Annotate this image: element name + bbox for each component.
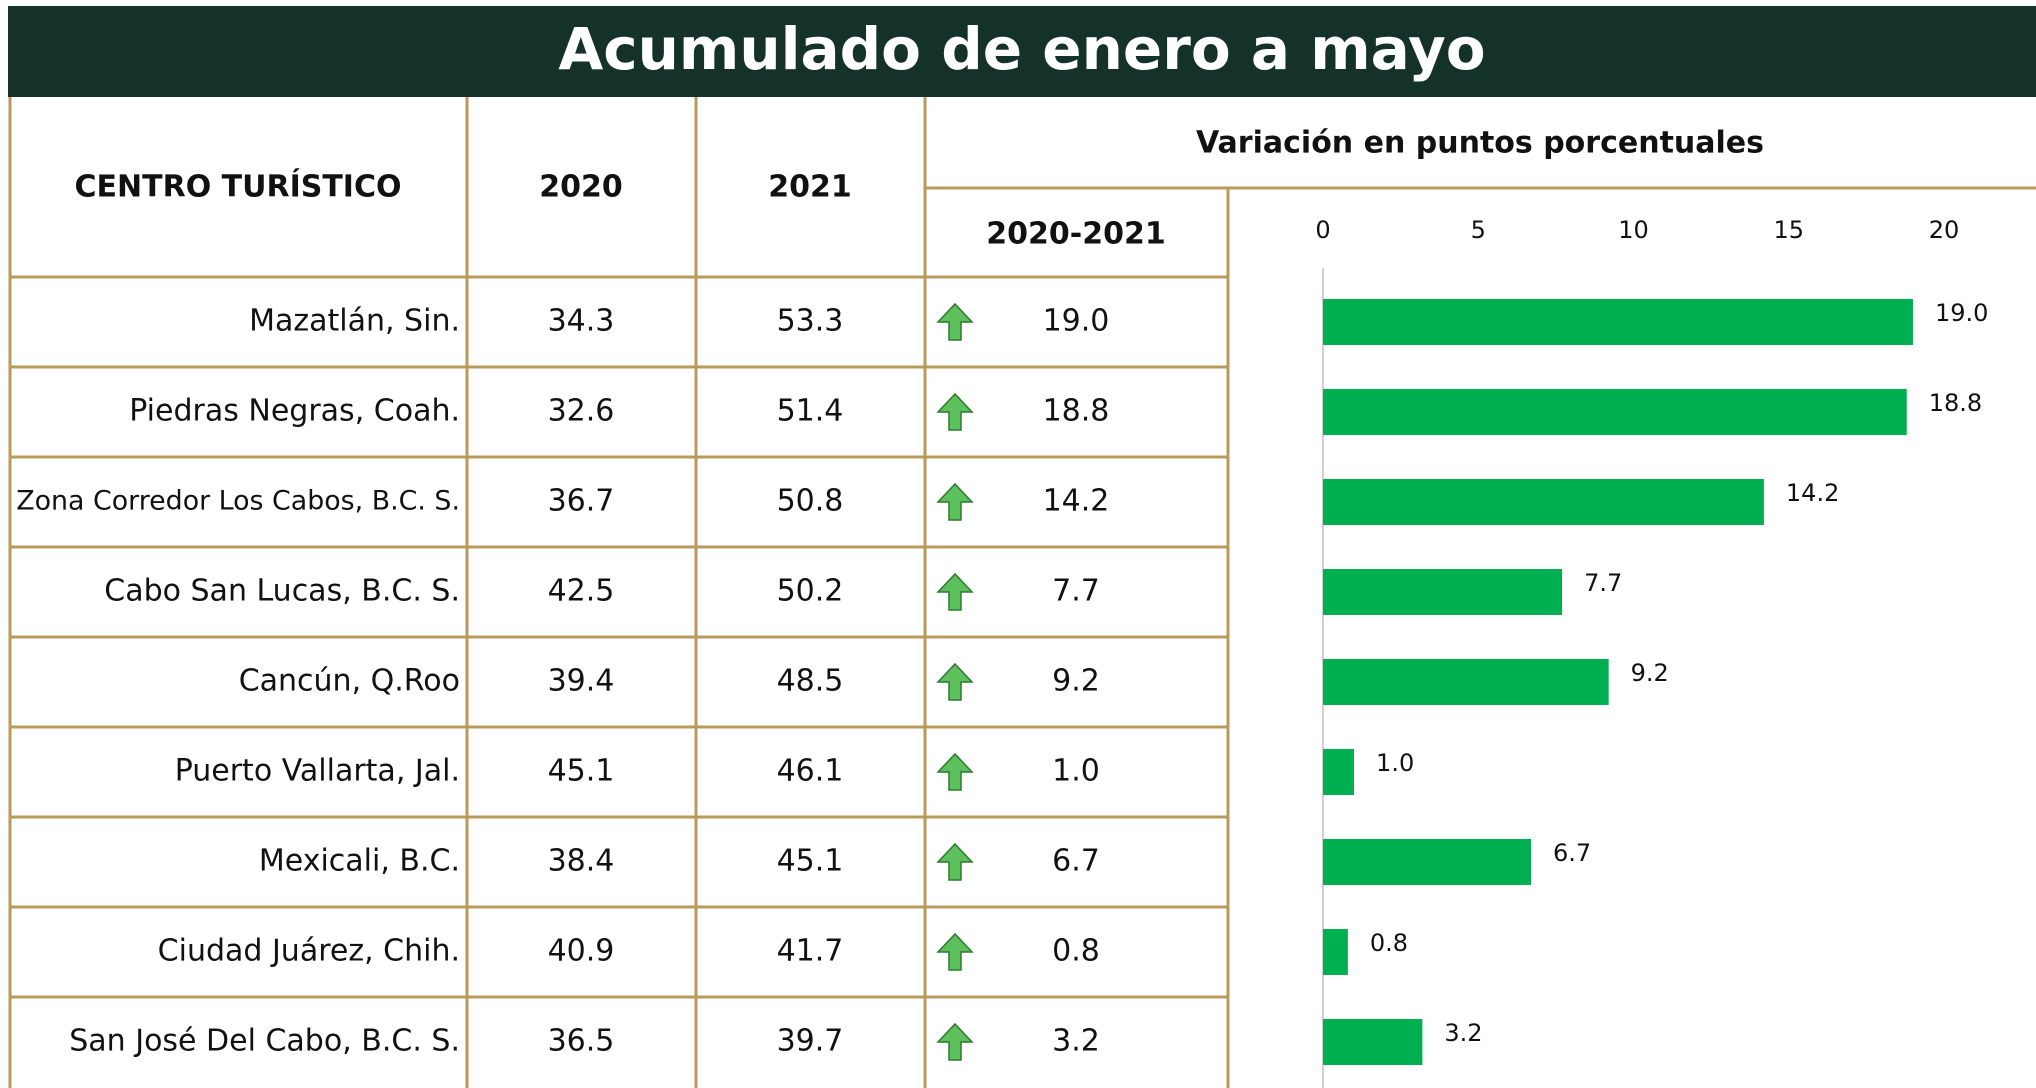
row-name: San José Del Cabo, B.C. S.: [69, 1024, 460, 1059]
cell: 50.8: [777, 484, 844, 519]
row-name: Mazatlán, Sin.: [249, 304, 460, 339]
up-arrow: [936, 392, 974, 431]
cell: 1.0: [1052, 754, 1100, 789]
header: CENTRO TURÍSTICO: [75, 169, 402, 205]
value-label: 0.8: [1370, 929, 1408, 957]
bar: [1323, 929, 1348, 975]
x-tick-label: 10: [1618, 216, 1649, 244]
x-tick-label: 15: [1773, 216, 1804, 244]
cell: 45.1: [777, 844, 844, 879]
cell: 32.6: [548, 394, 615, 429]
up-arrow: [936, 932, 974, 971]
up-arrow: [936, 1022, 974, 1061]
value-label: 7.7: [1584, 569, 1622, 597]
cell: 36.5: [548, 1024, 615, 1059]
cell: 3.2: [1052, 1024, 1100, 1059]
cell: 14.2: [1043, 484, 1110, 519]
value-label: 18.8: [1929, 389, 1982, 417]
bar: [1323, 749, 1355, 795]
cell: 51.4: [777, 394, 844, 429]
header: 2021: [768, 170, 852, 205]
value-label: 3.2: [1444, 1019, 1482, 1047]
up-arrow: [936, 842, 974, 881]
borders: [8, 97, 2036, 1088]
up-arrow: [936, 302, 974, 341]
bar: [1323, 299, 1913, 345]
bar: [1323, 1019, 1423, 1065]
cell: 50.2: [777, 574, 844, 609]
cell: 46.1: [777, 754, 844, 789]
title: Acumulado de enero a mayo: [558, 15, 1485, 83]
bar: [1323, 389, 1907, 435]
cell: 6.7: [1052, 844, 1100, 879]
cell: 18.8: [1043, 394, 1110, 429]
x-tick-label: 20: [1929, 216, 1960, 244]
value-label: 1.0: [1376, 749, 1414, 777]
cell: 34.3: [548, 304, 615, 339]
title-bar: [8, 6, 2036, 97]
up-arrow: [936, 662, 974, 701]
value-label: 19.0: [1935, 299, 1988, 327]
cell: 7.7: [1052, 574, 1100, 609]
cell: 39.7: [777, 1024, 844, 1059]
row-name: Piedras Negras, Coah.: [129, 394, 460, 429]
row-name: Cancún, Q.Roo: [239, 664, 460, 699]
header: 2020-2021: [986, 217, 1165, 252]
cell: 36.7: [548, 484, 615, 519]
cell: 0.8: [1052, 934, 1100, 969]
value-label: 9.2: [1631, 659, 1669, 687]
chart-title: Variación en puntos porcentuales: [1196, 126, 1764, 161]
cell: 39.4: [548, 664, 615, 699]
up-arrow: [936, 752, 974, 791]
cell: 40.9: [548, 934, 615, 969]
bar: [1323, 569, 1563, 615]
value-label: 6.7: [1553, 839, 1591, 867]
row-name: Mexicali, B.C.: [259, 844, 460, 879]
bar: [1323, 479, 1764, 525]
cell: 38.4: [548, 844, 615, 879]
cell: 48.5: [777, 664, 844, 699]
up-arrow: [936, 572, 974, 611]
bar: [1323, 659, 1609, 705]
row-name: Puerto Vallarta, Jal.: [175, 754, 460, 789]
cell: 45.1: [548, 754, 615, 789]
bar: [1323, 839, 1532, 885]
row-name: Ciudad Juárez, Chih.: [158, 934, 460, 969]
x-tick-label: 5: [1471, 216, 1486, 244]
cell: 41.7: [777, 934, 844, 969]
up-arrow: [936, 482, 974, 521]
x-tick-label: 0: [1315, 216, 1330, 244]
row-name: Zona Corredor Los Cabos, B.C. S.: [16, 486, 460, 517]
row-name: Cabo San Lucas, B.C. S.: [104, 574, 460, 609]
header: 2020: [539, 170, 623, 205]
cell: 9.2: [1052, 664, 1100, 699]
cell: 53.3: [777, 304, 844, 339]
value-label: 14.2: [1786, 479, 1839, 507]
cell: 42.5: [548, 574, 615, 609]
cell: 19.0: [1043, 304, 1110, 339]
